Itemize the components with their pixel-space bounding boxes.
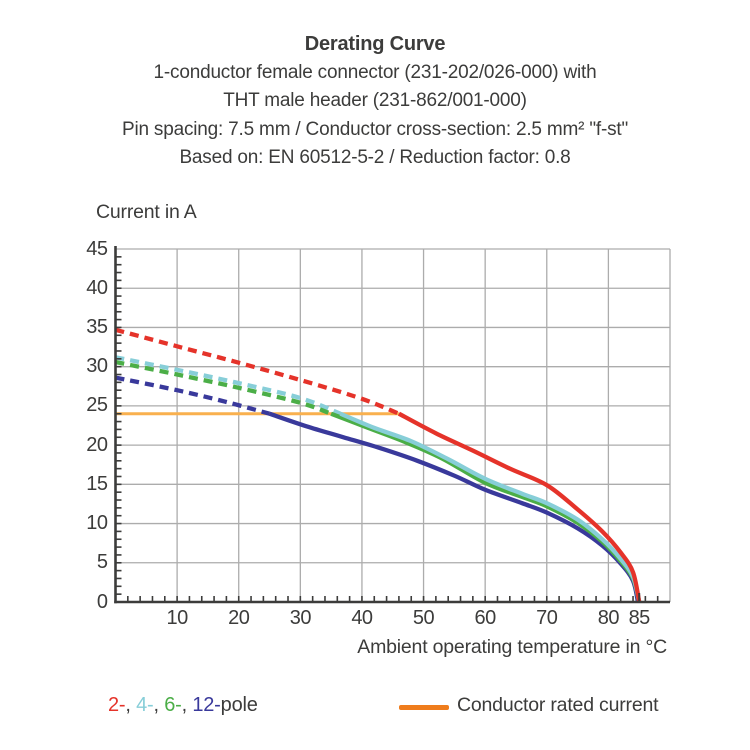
y-tick-label-45: 45 xyxy=(86,237,108,260)
curve-4-pole-dashed xyxy=(115,355,342,416)
x-tick-label-85: 85 xyxy=(628,607,651,629)
y-tick-label-30: 30 xyxy=(86,355,108,378)
legend-pole-segment: , xyxy=(153,694,165,716)
legend-pole-colors: 2-, 4-, 6-, 12-pole xyxy=(108,694,258,717)
y-tick-label-10: 10 xyxy=(86,512,108,535)
legend-pole-segment: 6- xyxy=(164,694,182,716)
y-tick-label-25: 25 xyxy=(86,394,108,417)
chart-subtitle-line-2: THT male header (231-862/001-000) xyxy=(223,90,527,111)
x-tick-label-80: 80 xyxy=(597,607,620,629)
chart-title: Derating Curve xyxy=(304,33,446,55)
chart-header: Derating Curve 1-conductor female connec… xyxy=(0,30,750,173)
y-tick-label-40: 40 xyxy=(86,276,108,299)
x-tick-label-20: 20 xyxy=(228,607,250,629)
legend-pole-segment: pole xyxy=(220,694,258,716)
x-tick-label-70: 70 xyxy=(536,607,558,629)
legend-pole-segment: 4- xyxy=(136,694,154,716)
x-tick-label-40: 40 xyxy=(351,607,373,629)
curve-6-pole-dashed xyxy=(115,359,332,416)
rated-current-line-swatch xyxy=(399,705,449,710)
y-tick-label-15: 15 xyxy=(86,472,108,495)
x-tick-label-10: 10 xyxy=(166,607,188,629)
y-tick-label-5: 5 xyxy=(96,551,108,574)
chart-subtitle-line-3: Pin spacing: 7.5 mm / Conductor cross-se… xyxy=(121,118,628,140)
chart-subtitle-line-1: 1-conductor female connector (231-202/02… xyxy=(153,61,597,83)
legend-pole-segment: 12- xyxy=(192,694,221,716)
x-tick-label-60: 60 xyxy=(474,607,497,629)
curve-2-pole-solid xyxy=(397,411,642,603)
legend-pole-segment: , xyxy=(125,694,137,716)
legend-pole-segment: 2- xyxy=(108,694,126,716)
chart-subtitle-line-4: Based on: EN 60512-5-2 / Reduction facto… xyxy=(179,147,571,168)
curve-4-pole-solid xyxy=(339,411,642,603)
y-tick-label-35: 35 xyxy=(86,315,108,338)
y-tick-label-20: 20 xyxy=(86,433,108,456)
legend-pole-segment: , xyxy=(181,694,193,716)
y-tick-label-0: 0 xyxy=(96,590,108,613)
x-tick-label-50: 50 xyxy=(412,607,435,629)
y-axis-title: Current in A xyxy=(96,201,197,223)
x-tick-label-30: 30 xyxy=(289,607,312,629)
rated-current-label: Conductor rated current xyxy=(457,694,659,716)
x-axis-title: Ambient operating temperature in °C xyxy=(357,636,667,658)
curve-12-pole-dashed xyxy=(115,375,271,416)
curve-2-pole-dashed xyxy=(114,327,400,416)
